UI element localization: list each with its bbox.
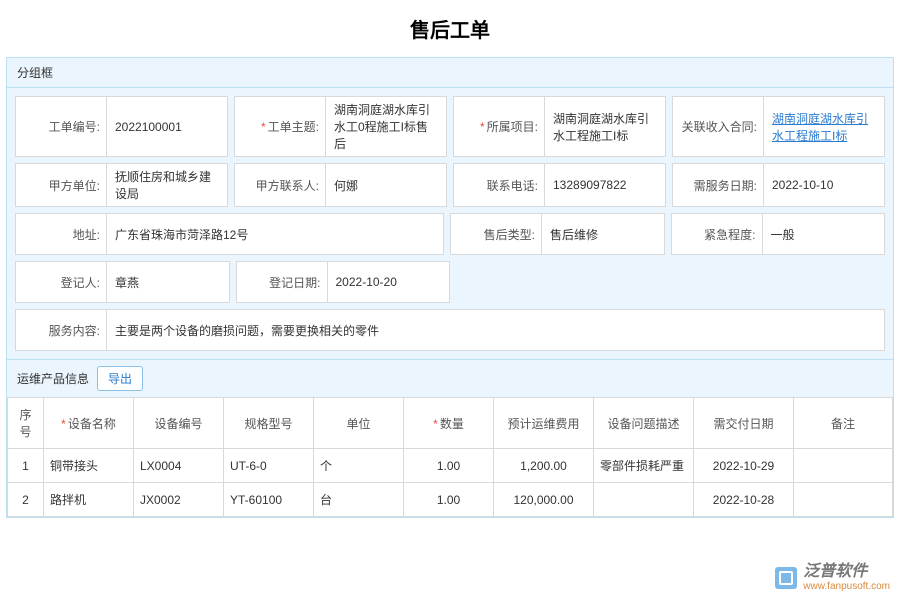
value-subject: 湖南洞庭湖水库引水工0程施工I标售后 <box>326 96 447 157</box>
cell-spec: UT-6-0 <box>224 449 314 483</box>
value-urgency: 一般 <box>763 213 886 255</box>
cell-due_date: 2022-10-29 <box>694 449 794 483</box>
value-service-date: 2022-10-10 <box>764 163 885 207</box>
col-issue-desc: 设备问题描述 <box>594 398 694 449</box>
cell-remark <box>794 449 893 483</box>
value-content: 主要是两个设备的磨损问题，需要更换相关的零件 <box>107 309 885 351</box>
col-remark: 备注 <box>794 398 893 449</box>
watermark-url: www.fanpusoft.com <box>803 581 890 592</box>
label-party-a-contact: 甲方联系人: <box>234 163 326 207</box>
cell-device_code: JX0002 <box>134 483 224 517</box>
group-header: 分组框 <box>7 58 893 88</box>
form-row-2: 甲方单位: 抚顺住房和城乡建设局 甲方联系人: 何娜 联系电话: 1328909… <box>15 163 885 207</box>
table-row: 1铜带接头LX0004UT-6-0个1.001,200.00零部件损耗严重202… <box>8 449 893 483</box>
cell-qty: 1.00 <box>404 449 494 483</box>
label-subject-text: 工单主题: <box>268 118 319 135</box>
table-header-row: 序号 *设备名称 设备编号 规格型号 单位 *数量 预计运维费用 设备问题描述 … <box>8 398 893 449</box>
watermark-name: 泛普软件 <box>803 563 890 581</box>
cell-est_fee: 1,200.00 <box>494 449 594 483</box>
value-service-type: 售后维修 <box>542 213 665 255</box>
label-party-a: 甲方单位: <box>15 163 107 207</box>
label-project-text: 所属项目: <box>487 118 538 135</box>
cell-seq: 1 <box>8 449 44 483</box>
col-seq: 序号 <box>8 398 44 449</box>
col-qty-text: 数量 <box>440 417 464 431</box>
cell-qty: 1.00 <box>404 483 494 517</box>
cell-unit: 台 <box>314 483 404 517</box>
col-device-code: 设备编号 <box>134 398 224 449</box>
col-est-fee: 预计运维费用 <box>494 398 594 449</box>
cell-issue_desc: 零部件损耗严重 <box>594 449 694 483</box>
form-row-1: 工单编号: 2022100001 *工单主题: 湖南洞庭湖水库引水工0程施工I标… <box>15 96 885 157</box>
cell-remark <box>794 483 893 517</box>
label-phone: 联系电话: <box>453 163 545 207</box>
cell-device_name: 路拌机 <box>44 483 134 517</box>
export-button[interactable]: 导出 <box>97 366 143 391</box>
cell-unit: 个 <box>314 449 404 483</box>
product-section-title: 运维产品信息 <box>17 370 89 387</box>
col-spec: 规格型号 <box>224 398 314 449</box>
form-row-5: 服务内容: 主要是两个设备的磨损问题，需要更换相关的零件 <box>15 309 885 351</box>
label-reg-date: 登记日期: <box>236 261 328 303</box>
value-party-a: 抚顺住房和城乡建设局 <box>107 163 228 207</box>
cell-spec: YT-60100 <box>224 483 314 517</box>
label-registrar: 登记人: <box>15 261 107 303</box>
label-urgency: 紧急程度: <box>671 213 763 255</box>
label-content: 服务内容: <box>15 309 107 351</box>
cell-device_code: LX0004 <box>134 449 224 483</box>
label-address: 地址: <box>15 213 107 255</box>
label-income-contract: 关联收入合同: <box>672 96 764 157</box>
col-qty: *数量 <box>404 398 494 449</box>
cell-due_date: 2022-10-28 <box>694 483 794 517</box>
label-service-type: 售后类型: <box>450 213 542 255</box>
label-order-no: 工单编号: <box>15 96 107 157</box>
col-device-name: *设备名称 <box>44 398 134 449</box>
label-subject: *工单主题: <box>234 96 326 157</box>
form-row-4: 登记人: 章燕 登记日期: 2022-10-20 <box>15 261 885 303</box>
value-address: 广东省珠海市菏泽路12号 <box>107 213 444 255</box>
watermark: 泛普软件 www.fanpusoft.com <box>775 563 890 592</box>
col-due-date: 需交付日期 <box>694 398 794 449</box>
col-unit: 单位 <box>314 398 404 449</box>
value-party-a-contact: 何娜 <box>326 163 447 207</box>
col-device-name-text: 设备名称 <box>68 417 116 431</box>
cell-est_fee: 120,000.00 <box>494 483 594 517</box>
form-row-3: 地址: 广东省珠海市菏泽路12号 售后类型: 售后维修 紧急程度: 一般 <box>15 213 885 255</box>
value-reg-date: 2022-10-20 <box>328 261 451 303</box>
value-registrar: 章燕 <box>107 261 230 303</box>
form-area: 工单编号: 2022100001 *工单主题: 湖南洞庭湖水库引水工0程施工I标… <box>7 88 893 359</box>
product-table-wrap: 序号 *设备名称 设备编号 规格型号 单位 *数量 预计运维费用 设备问题描述 … <box>7 397 893 517</box>
cell-issue_desc <box>594 483 694 517</box>
group-box: 分组框 工单编号: 2022100001 *工单主题: 湖南洞庭湖水库引水工0程… <box>6 57 894 518</box>
cell-seq: 2 <box>8 483 44 517</box>
value-income-contract[interactable]: 湖南洞庭湖水库引水工程施工I标 <box>764 96 885 157</box>
product-section-bar: 运维产品信息 导出 <box>7 359 893 397</box>
value-order-no: 2022100001 <box>107 96 228 157</box>
value-project: 湖南洞庭湖水库引水工程施工I标 <box>545 96 666 157</box>
cell-device_name: 铜带接头 <box>44 449 134 483</box>
label-service-date: 需服务日期: <box>672 163 764 207</box>
value-phone: 13289097822 <box>545 163 666 207</box>
watermark-logo-icon <box>775 567 797 589</box>
page-title: 售后工单 <box>0 0 900 57</box>
table-row: 2路拌机JX0002YT-60100台1.00120,000.00 2022-10… <box>8 483 893 517</box>
label-project: *所属项目: <box>453 96 545 157</box>
product-table: 序号 *设备名称 设备编号 规格型号 单位 *数量 预计运维费用 设备问题描述 … <box>7 397 893 517</box>
